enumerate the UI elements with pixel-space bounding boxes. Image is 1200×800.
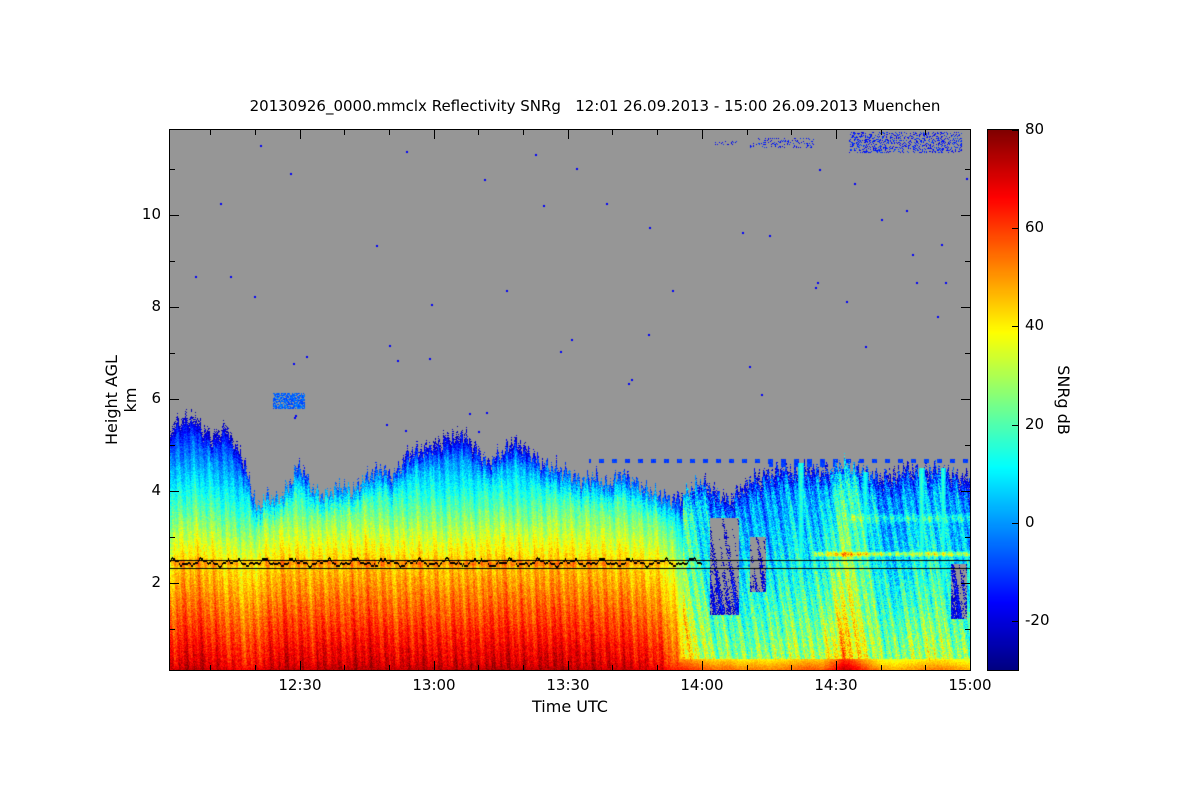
heatmap-canvas bbox=[170, 130, 970, 670]
y-tick-label: 2 bbox=[151, 573, 161, 591]
y-tick-label: 10 bbox=[141, 205, 161, 223]
x-axis-label: Time UTC bbox=[532, 697, 608, 716]
colorbar-tick-label: -20 bbox=[1025, 611, 1050, 629]
x-tick-label: 13:00 bbox=[412, 676, 456, 694]
colorbar-tick-label: 60 bbox=[1025, 218, 1045, 236]
plot-area bbox=[169, 129, 971, 671]
y-tick-label: 4 bbox=[151, 481, 161, 499]
x-tick-label: 13:30 bbox=[546, 676, 590, 694]
x-tick-label: 12:30 bbox=[278, 676, 322, 694]
colorbar-tick-label: 40 bbox=[1025, 316, 1045, 334]
colorbar bbox=[987, 129, 1019, 671]
y-axis-label: Height AGL km bbox=[102, 355, 140, 445]
x-tick-label: 14:30 bbox=[814, 676, 858, 694]
colorbar-label: SNRg dB bbox=[1054, 365, 1073, 435]
colorbar-tick-label: 0 bbox=[1025, 513, 1035, 531]
y-tick-label: 8 bbox=[151, 297, 161, 315]
x-tick-label: 14:00 bbox=[680, 676, 724, 694]
x-tick-label: 15:00 bbox=[948, 676, 992, 694]
colorbar-canvas bbox=[988, 130, 1018, 670]
colorbar-tick-label: 80 bbox=[1025, 120, 1045, 138]
chart-title: 20130926_0000.mmclx Reflectivity SNRg 12… bbox=[249, 97, 941, 115]
